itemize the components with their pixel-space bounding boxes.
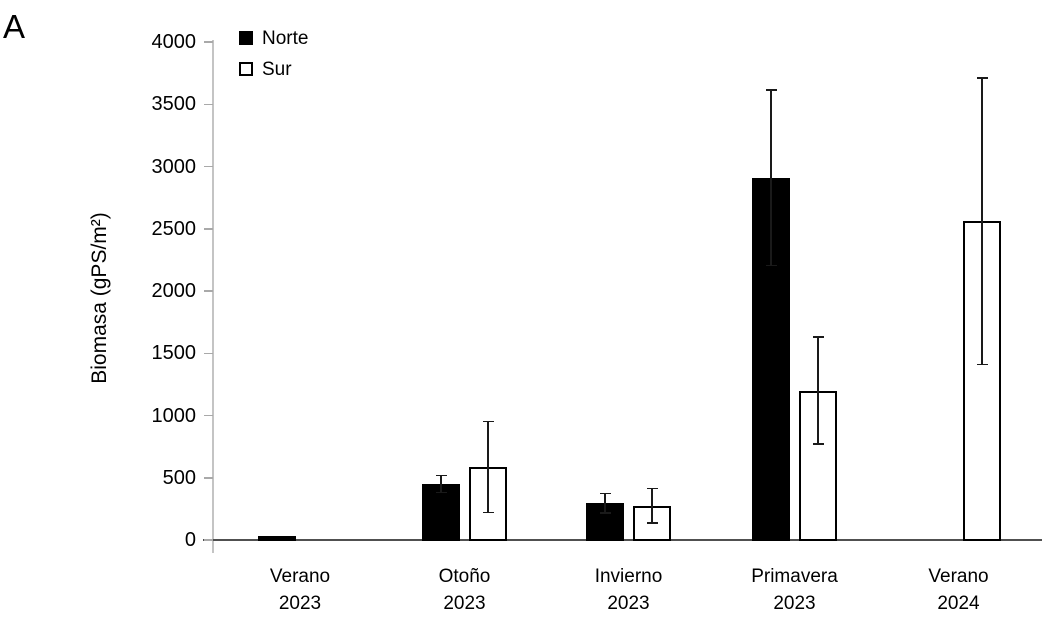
y-axis-tick xyxy=(204,352,213,354)
x-tick-label: Verano 2023 xyxy=(269,566,331,614)
y-axis-tick xyxy=(204,477,213,479)
bar-norte xyxy=(257,536,296,541)
y-tick-label: 2000 xyxy=(151,280,197,302)
error-bar-line xyxy=(981,78,983,365)
error-bar-cap xyxy=(599,492,611,495)
y-axis-tick xyxy=(204,103,213,105)
error-bar-cap xyxy=(435,491,447,494)
error-bar-cap xyxy=(646,487,658,490)
error-bar-cap xyxy=(599,512,611,514)
error-bar-cap xyxy=(765,264,777,267)
error-bar-cap xyxy=(812,443,824,445)
legend: Norte Sur xyxy=(239,24,308,83)
x-tick-label: Invierno 2023 xyxy=(594,566,663,614)
error-bar-line xyxy=(651,488,653,524)
legend-item-sur: Sur xyxy=(239,55,308,83)
legend-item-norte: Norte xyxy=(239,24,308,52)
y-tick-label: 3500 xyxy=(151,93,197,116)
bar-sur xyxy=(799,390,837,541)
y-tick-label: 500 xyxy=(162,466,196,489)
bar-norte xyxy=(422,483,460,541)
error-bar-line xyxy=(817,337,819,445)
panel-label: A xyxy=(3,8,26,45)
norte-swatch-icon xyxy=(239,31,253,45)
x-tick-label: Primavera 2023 xyxy=(751,566,838,614)
error-bar-cap xyxy=(482,511,494,514)
legend-label-norte: Norte xyxy=(262,27,309,49)
y-tick-label: 4000 xyxy=(151,31,197,53)
error-bar-line xyxy=(770,89,772,266)
error-bar-line xyxy=(487,421,489,513)
error-bar-line xyxy=(604,493,606,514)
y-tick-label: 1000 xyxy=(151,404,197,427)
sur-swatch-icon xyxy=(239,62,253,76)
error-bar-cap xyxy=(976,363,988,366)
y-axis-tick xyxy=(204,41,213,43)
y-axis-tick xyxy=(204,414,213,417)
y-axis-title: Biomasa (gPS/m²) xyxy=(88,212,111,384)
y-tick-label: 1500 xyxy=(151,342,197,365)
y-axis-line xyxy=(212,40,214,553)
error-bar-cap xyxy=(765,89,777,91)
x-tick-label: Otoño 2023 xyxy=(438,566,491,614)
y-tick-label: 3000 xyxy=(151,155,197,178)
legend-label-sur: Sur xyxy=(262,58,292,80)
error-bar-cap xyxy=(812,336,824,338)
y-tick-label: 2500 xyxy=(151,217,197,240)
error-bar-cap xyxy=(976,77,988,79)
y-axis-tick xyxy=(204,290,213,292)
x-tick-label: Verano 2024 xyxy=(928,566,989,614)
y-tick-label: 0 xyxy=(184,529,196,551)
y-axis-tick xyxy=(204,539,213,541)
y-axis-tick xyxy=(204,165,213,168)
error-bar-line xyxy=(440,475,442,493)
error-bar-cap xyxy=(482,420,494,423)
error-bar-cap xyxy=(646,522,658,524)
y-axis-tick xyxy=(204,228,213,230)
error-bar-cap xyxy=(435,474,447,476)
